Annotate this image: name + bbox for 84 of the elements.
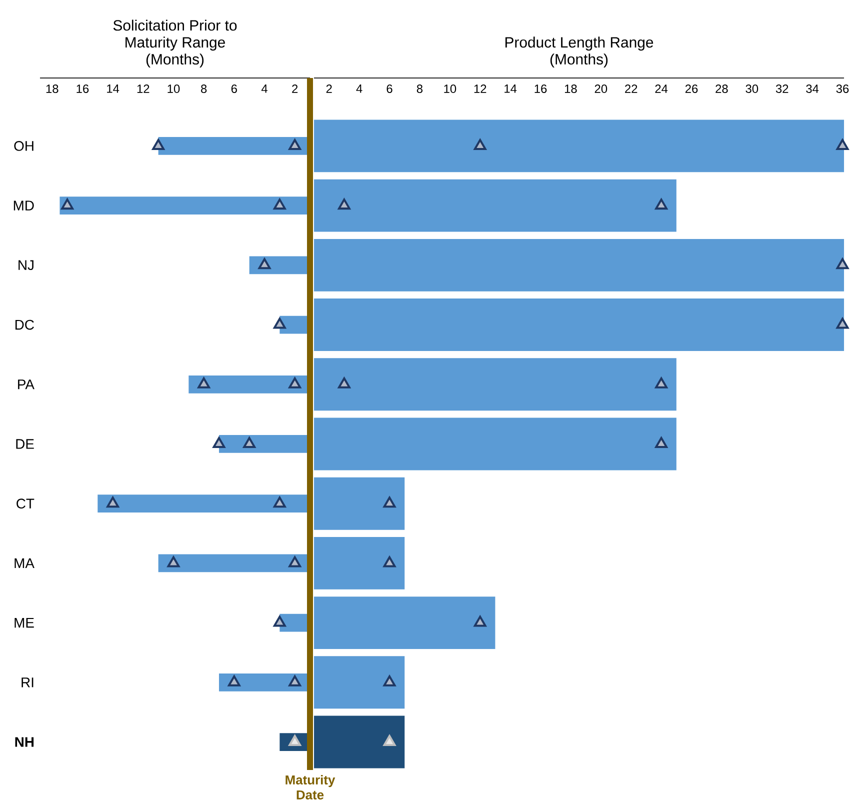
x-tick-label: 6 xyxy=(231,84,237,93)
y-tick-label: MD xyxy=(14,200,34,210)
bar xyxy=(314,179,676,232)
x-tick-label: 22 xyxy=(625,84,638,93)
x-tick-label: 10 xyxy=(444,84,456,93)
point xyxy=(273,616,286,627)
point xyxy=(243,436,256,448)
x-tick-label: 10 xyxy=(168,84,180,93)
y-tick-label: RI xyxy=(22,678,34,688)
bar xyxy=(314,477,405,530)
x-tick-label: 18 xyxy=(564,84,577,93)
x-tick-label: 12 xyxy=(474,84,486,93)
x-tick-label: 2 xyxy=(326,84,332,93)
point xyxy=(474,616,486,627)
chart-title: Product Length Range (Months) xyxy=(505,36,654,68)
bar xyxy=(314,596,496,650)
point xyxy=(273,496,286,508)
point xyxy=(273,198,286,210)
point xyxy=(836,318,849,329)
y-tick-label: PA xyxy=(18,380,34,390)
x-tick-label: 32 xyxy=(776,84,788,93)
x-tick-label: 2 xyxy=(292,84,298,93)
x-tick-label: 12 xyxy=(137,84,150,93)
y-tick-label: DE xyxy=(16,439,34,449)
bar xyxy=(314,716,405,768)
point xyxy=(836,258,849,270)
point xyxy=(212,436,226,448)
point xyxy=(61,198,74,210)
y-tick-label: ME xyxy=(14,618,34,628)
point xyxy=(383,735,396,746)
point xyxy=(288,556,302,568)
point xyxy=(288,377,302,388)
chart-title: Solicitation Prior to Maturity Range (Months) xyxy=(113,20,237,68)
point xyxy=(288,675,302,686)
point xyxy=(383,496,396,508)
point xyxy=(338,198,350,210)
y-tick-label: NJ xyxy=(18,260,34,270)
point xyxy=(273,318,286,329)
x-tick-label: 30 xyxy=(746,84,758,93)
point xyxy=(198,377,210,388)
x-tick-label: 24 xyxy=(655,84,668,93)
y-tick-label: MA xyxy=(14,558,34,568)
x-tick-label: 8 xyxy=(201,84,207,93)
point xyxy=(338,377,350,388)
x-tick-label: 4 xyxy=(261,84,268,93)
x-tick-label: 34 xyxy=(806,84,819,93)
x-tick-label: 16 xyxy=(76,84,89,93)
x-tick-label: 14 xyxy=(504,84,517,93)
x-tick-label: 18 xyxy=(46,84,58,93)
point xyxy=(655,436,668,448)
x-tick-label: 6 xyxy=(386,84,392,93)
ref-line-label: Maturity Date xyxy=(286,775,336,800)
x-tick-label: 20 xyxy=(594,84,608,93)
bar xyxy=(314,298,844,351)
point xyxy=(655,198,668,210)
y-tick-label: OH xyxy=(14,141,34,151)
point xyxy=(152,138,165,150)
x-tick-label: 28 xyxy=(716,84,728,93)
point xyxy=(167,556,180,568)
x-tick-label: 14 xyxy=(107,84,120,93)
x-tick-label: 36 xyxy=(836,84,849,93)
bar xyxy=(314,120,844,172)
point xyxy=(288,735,302,746)
point xyxy=(106,496,120,508)
bar xyxy=(314,536,405,590)
point xyxy=(288,138,302,150)
point xyxy=(474,138,486,150)
point xyxy=(383,556,396,568)
bar xyxy=(314,656,405,709)
x-tick-label: 8 xyxy=(416,84,423,93)
y-tick-label: DC xyxy=(15,320,34,330)
point xyxy=(258,258,271,270)
bar xyxy=(314,358,676,411)
point xyxy=(228,675,240,686)
point xyxy=(383,675,396,686)
point xyxy=(655,377,668,388)
bar xyxy=(314,418,676,470)
point xyxy=(836,138,849,150)
x-tick-label: 16 xyxy=(534,84,547,93)
y-tick-label: NH xyxy=(15,737,34,747)
y-tick-label: CT xyxy=(16,498,34,509)
x-tick-label: 26 xyxy=(685,84,698,93)
bar xyxy=(314,238,844,292)
x-tick-label: 4 xyxy=(356,84,362,93)
